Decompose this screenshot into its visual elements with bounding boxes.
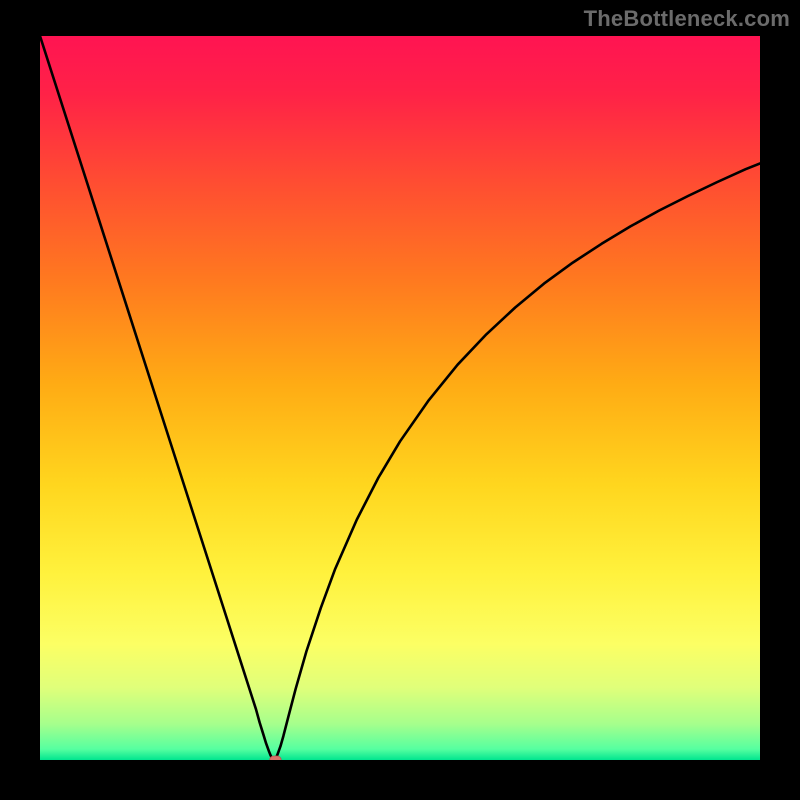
plot-area bbox=[40, 36, 760, 760]
optimum-marker bbox=[270, 756, 282, 760]
chart-root: TheBottleneck.com bbox=[0, 0, 800, 800]
gradient-background bbox=[40, 36, 760, 760]
gradient-plot bbox=[40, 36, 760, 760]
watermark-text: TheBottleneck.com bbox=[584, 6, 790, 32]
